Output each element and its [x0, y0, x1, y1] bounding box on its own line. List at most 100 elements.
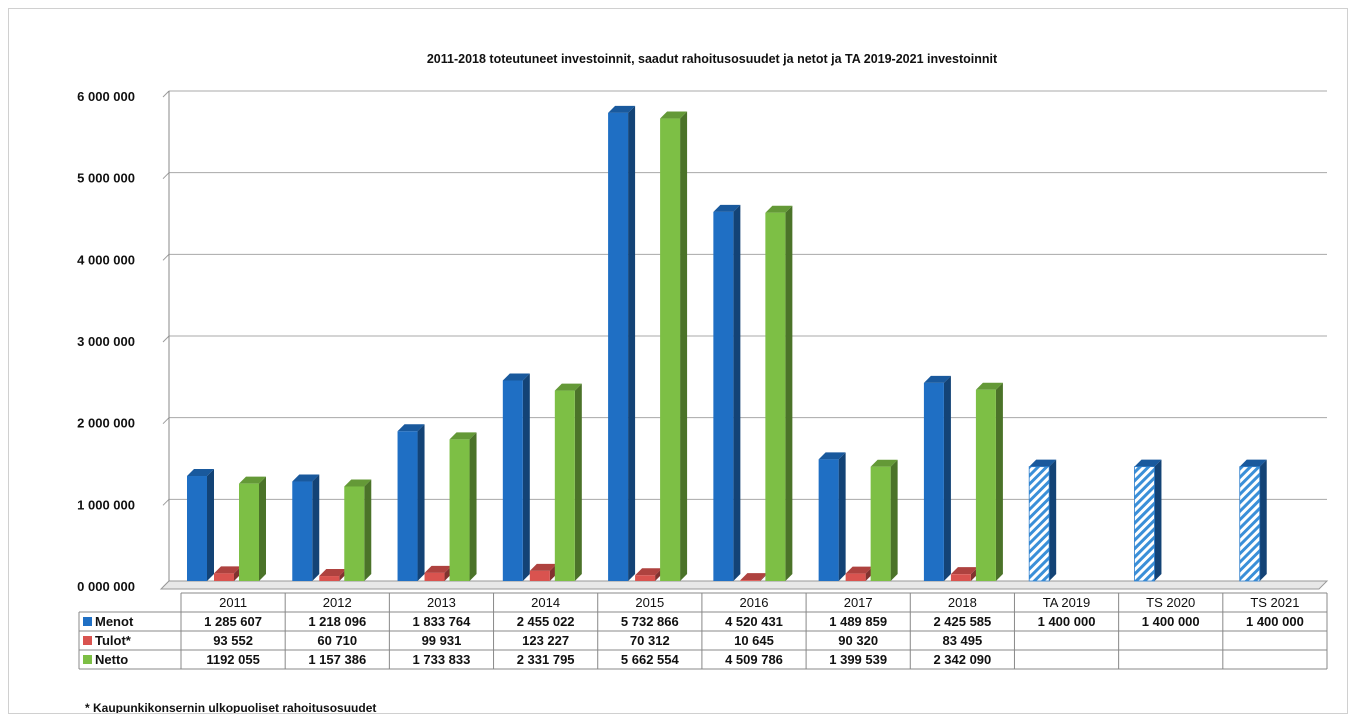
- bar-side-menot: [312, 474, 320, 581]
- bar-menot: [1028, 466, 1050, 582]
- chart-title: 2011-2018 toteutuneet investoinnit, saad…: [427, 52, 998, 66]
- bar-menot: [502, 380, 523, 581]
- bar-top-tulot: [950, 567, 978, 575]
- bar-netto: [765, 212, 786, 581]
- bar-netto: [449, 439, 470, 581]
- x-tick-label: 2016: [740, 595, 769, 610]
- legend-entry: Menot: [95, 614, 134, 629]
- gridline-depth: [162, 90, 170, 98]
- data-label: 1 400 000: [1038, 614, 1096, 629]
- bar-side-netto: [259, 476, 266, 581]
- bars: [187, 105, 1267, 582]
- bar-netto: [660, 118, 681, 581]
- bar-top-netto: [660, 111, 688, 119]
- bar-top-netto: [449, 432, 477, 440]
- bar-side-netto: [574, 383, 582, 581]
- data-label: 1 399 539: [829, 652, 887, 667]
- bar-side-netto: [469, 432, 477, 581]
- x-tick-label: 2011: [219, 595, 247, 610]
- bar-tulot: [845, 573, 866, 581]
- bar-side-menot: [1049, 459, 1057, 581]
- bar-top-netto: [239, 476, 266, 484]
- bar-side-menot: [838, 452, 846, 581]
- bar-netto: [344, 486, 365, 581]
- y-tick-label: 4 000 000: [77, 252, 135, 267]
- y-axis: 0 000 000 1 000 000 2 000 000 3 000 000 4 00…: [77, 89, 170, 594]
- bar-top-menot: [502, 373, 530, 381]
- bar-top-tulot: [319, 569, 347, 577]
- bar-top-menot: [1134, 459, 1162, 467]
- bar-netto: [554, 390, 575, 581]
- data-label: 83 495: [942, 633, 982, 648]
- bar-side-menot: [1154, 459, 1162, 581]
- data-label: 2 455 022: [517, 614, 575, 629]
- footnote: * Kaupunkikonsernin ulkopuoliset rahoitu…: [85, 701, 376, 713]
- bar-netto: [975, 389, 996, 581]
- bar-top-menot: [818, 452, 846, 460]
- legend-swatch: [83, 617, 92, 626]
- gridline-depth: [162, 498, 170, 506]
- bar-top-netto: [870, 459, 898, 467]
- chart-frame: 2011-2018 toteutuneet investoinnit, saad…: [8, 8, 1348, 714]
- data-label: 1 218 096: [308, 614, 366, 629]
- gridline-depth: [162, 253, 170, 261]
- data-label: 2 342 090: [933, 652, 991, 667]
- data-label: 1 285 607: [204, 614, 262, 629]
- bar-top-netto: [975, 382, 1003, 390]
- bar-top-menot: [608, 105, 636, 113]
- floor: [159, 580, 1329, 590]
- bar-top-menot: [292, 474, 320, 482]
- bar-side-menot: [207, 469, 214, 581]
- y-tick-label: 3 000 000: [77, 334, 135, 349]
- bar-side-menot: [628, 105, 636, 581]
- bar-side-netto: [364, 479, 372, 581]
- bar-side-netto: [785, 205, 793, 581]
- bar-tulot: [529, 570, 550, 581]
- data-label: 2 425 585: [933, 614, 991, 629]
- bar-side-netto: [890, 459, 898, 581]
- x-tick-label: TS 2020: [1146, 595, 1195, 610]
- data-label: 60 710: [317, 633, 357, 648]
- data-label: 1192 055: [206, 652, 260, 667]
- bar-top-tulot: [635, 568, 663, 576]
- bar-top-menot: [397, 424, 425, 432]
- bar-menot: [397, 431, 418, 581]
- data-label: 4 509 786: [725, 652, 783, 667]
- data-label: 2 331 795: [517, 652, 575, 667]
- x-tick-label: 2013: [427, 595, 456, 610]
- legend-entry: Tulot*: [95, 633, 132, 648]
- gridline-depth: [162, 335, 170, 343]
- data-label: 1 833 764: [413, 614, 472, 629]
- bar-side-netto: [680, 111, 688, 581]
- gridline-depth: [162, 172, 170, 180]
- bar-top-netto: [344, 479, 372, 487]
- legend-swatch: [83, 636, 92, 645]
- bar-tulot: [424, 572, 445, 581]
- data-label: 1 400 000: [1246, 614, 1304, 629]
- bar-top-menot: [187, 469, 214, 477]
- x-tick-label: 2014: [531, 595, 560, 610]
- data-label: 5 662 554: [621, 652, 680, 667]
- x-tick-label: 2017: [844, 595, 873, 610]
- y-tick-label: 6 000 000: [77, 89, 135, 104]
- bar-side-menot: [1259, 459, 1267, 581]
- data-label: 90 320: [838, 633, 878, 648]
- bar-netto: [239, 483, 259, 581]
- bar-menot: [923, 382, 944, 581]
- bar-top-tulot: [214, 566, 241, 574]
- bar-top-netto: [554, 383, 582, 391]
- bar-top-tulot: [529, 563, 557, 571]
- data-label: 5 732 866: [621, 614, 679, 629]
- bar-top-menot: [1239, 459, 1267, 467]
- bar-tulot: [214, 573, 234, 581]
- x-tick-label: TA 2019: [1043, 595, 1090, 610]
- data-label: 123 227: [522, 633, 569, 648]
- bar-side-netto: [995, 382, 1003, 581]
- bar-top-menot: [1029, 459, 1057, 467]
- bar-top-tulot: [740, 573, 768, 581]
- data-label: 99 931: [422, 633, 462, 648]
- y-tick-label: 0 000 000: [77, 579, 135, 594]
- bar-menot: [187, 476, 207, 581]
- bar-menot: [713, 211, 734, 581]
- bar-top-tulot: [845, 566, 873, 574]
